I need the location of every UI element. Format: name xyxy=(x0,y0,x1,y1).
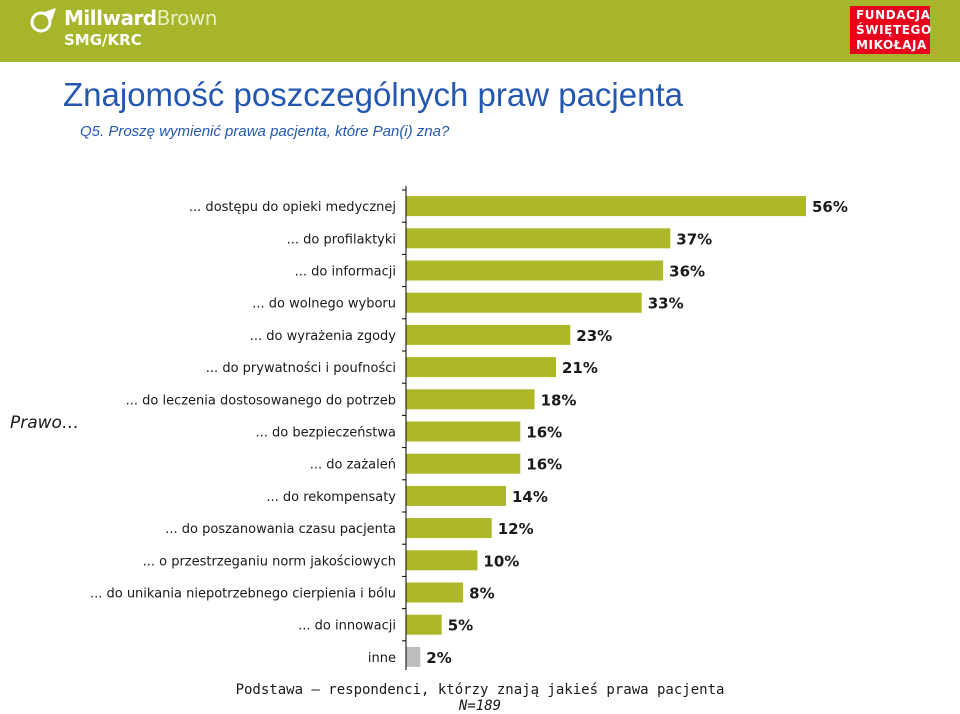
value-label: 21% xyxy=(562,359,598,377)
category-label: ... do leczenia dostosowanego do potrzeb xyxy=(126,393,396,408)
value-label: 56% xyxy=(812,198,848,216)
category-label: ... do prywatności i poufności xyxy=(206,361,396,376)
category-label: ... dostępu do opieki medycznej xyxy=(189,200,396,215)
value-label: 2% xyxy=(426,649,451,667)
category-label: ... do unikania niepotrzebnego cierpieni… xyxy=(90,587,396,602)
foundation-line-3: MIKOŁAJA xyxy=(856,38,927,52)
bar xyxy=(406,453,521,474)
question-subtitle: Q5. Proszę wymienić prawa pacjenta, któr… xyxy=(80,123,450,140)
footer-sample-size: N=189 xyxy=(458,698,502,714)
category-label: ... do profilaktyki xyxy=(287,232,396,247)
value-label: 14% xyxy=(512,488,548,506)
bar xyxy=(406,582,464,603)
millward-brown-logo: MillwardBrown SMG/KRC xyxy=(30,4,230,56)
foundation-logo: FUNDACJA ŚWIĘTEGO MIKOŁAJA xyxy=(850,6,932,54)
footer-note: Podstawa – respondenci, którzy znają jak… xyxy=(0,682,960,714)
category-label: ... do bezpieczeństwa xyxy=(256,426,396,441)
chart-svg: ... dostępu do opieki medycznej 56% ... do… xyxy=(10,186,848,670)
value-label: 33% xyxy=(648,295,684,313)
bar xyxy=(406,614,442,635)
bar xyxy=(406,228,671,249)
value-label: 37% xyxy=(676,230,712,248)
category-label: inne xyxy=(368,651,396,666)
page-title: Znajomość poszczególnych praw pacjenta xyxy=(63,76,683,113)
brand-swirl-icon xyxy=(30,8,56,33)
category-label: ... do informacji xyxy=(295,265,396,280)
bar xyxy=(406,550,478,571)
bar xyxy=(406,518,492,539)
value-label: 16% xyxy=(526,424,562,442)
category-label: ... do wolnego wyboru xyxy=(252,297,396,312)
category-label: ... do rekompensaty xyxy=(266,490,396,505)
value-label: 18% xyxy=(541,391,577,409)
value-label: 12% xyxy=(498,520,534,538)
value-label: 10% xyxy=(483,552,519,570)
category-label: ... o przestrzeganiu norm jakościowych xyxy=(143,554,396,569)
bar xyxy=(406,292,642,313)
header-bar: MillwardBrown SMG/KRC FUNDACJA ŚWIĘTEGO … xyxy=(0,0,960,62)
foundation-line-2: ŚWIĘTEGO xyxy=(856,23,932,37)
brand-subname: SMG/KRC xyxy=(64,31,142,49)
bar xyxy=(406,389,535,410)
category-label: ... do wyrażenia zgody xyxy=(250,329,397,344)
footer-base: Podstawa – respondenci, którzy znają jak… xyxy=(235,682,725,698)
bar xyxy=(406,485,506,506)
category-label: ... do zażaleń xyxy=(310,458,396,473)
bar xyxy=(406,357,556,378)
value-label: 36% xyxy=(669,263,705,281)
value-label: 23% xyxy=(576,327,612,345)
bar xyxy=(406,324,571,345)
group-label: Prawo… xyxy=(10,413,79,433)
brand-name-part2: Brown xyxy=(156,6,218,30)
brand-name: MillwardBrown xyxy=(64,6,217,30)
value-label: 16% xyxy=(526,456,562,474)
bar xyxy=(406,646,421,667)
bar xyxy=(406,196,806,217)
foundation-line-1: FUNDACJA xyxy=(856,8,931,22)
bar xyxy=(406,421,521,442)
bar xyxy=(406,260,664,281)
category-label: ... do innowacji xyxy=(298,619,396,634)
category-label: ... do poszanowania czasu pacjenta xyxy=(165,522,396,537)
value-label: 5% xyxy=(448,617,473,635)
value-label: 8% xyxy=(469,585,494,603)
bar-chart: ... dostępu do opieki medycznej 56% ... do… xyxy=(0,180,960,670)
brand-name-part1: Millward xyxy=(64,6,157,30)
